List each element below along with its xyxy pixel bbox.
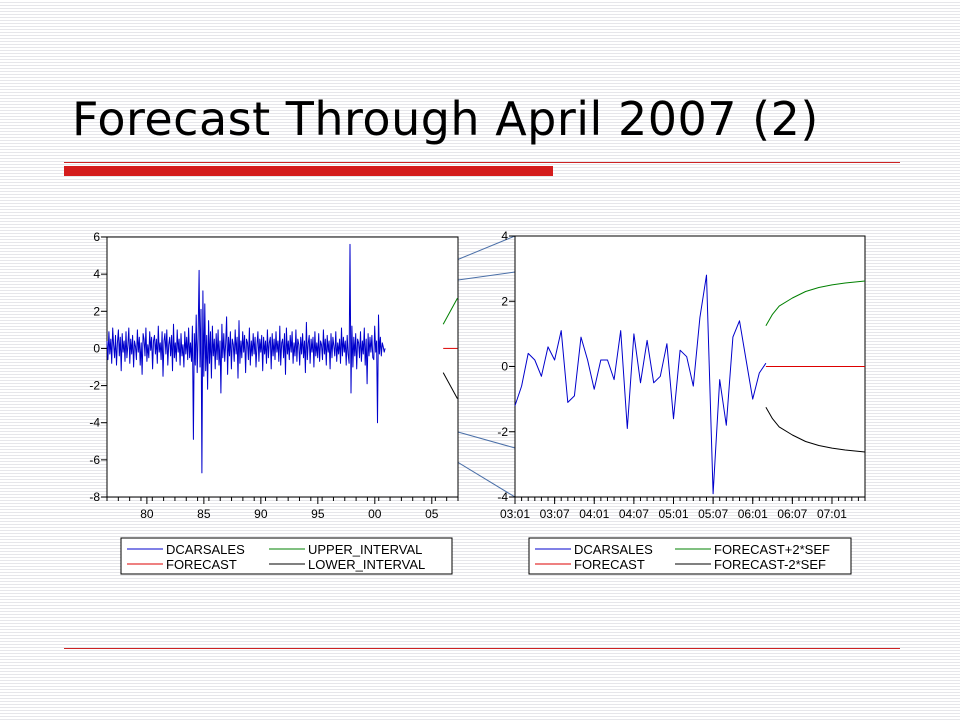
y-tick-label: -2 bbox=[497, 425, 508, 439]
legend-frame bbox=[528, 537, 852, 575]
series-line-forecast-2-sef bbox=[765, 407, 866, 453]
series-line-forecast-2-sef bbox=[765, 280, 866, 326]
legend-label-upper-interval: UPPER_INTERVAL bbox=[308, 542, 422, 557]
x-tick-label: 90 bbox=[254, 507, 268, 521]
series-line-upper-interval bbox=[442, 298, 458, 325]
legend-label-forecast-2-sef: FORECAST+2*SEF bbox=[714, 542, 830, 557]
x-tick-label: 07:01 bbox=[817, 507, 847, 521]
y-tick-label: 0 bbox=[501, 360, 508, 374]
legend-label-lower-interval: LOWER_INTERVAL bbox=[308, 557, 425, 572]
series-line-dcarsales bbox=[106, 243, 386, 474]
x-tick-label: 03:07 bbox=[540, 507, 570, 521]
y-tick-label: 2 bbox=[93, 304, 100, 318]
legend-label-forecast: FORECAST bbox=[574, 557, 645, 572]
y-tick-label: -4 bbox=[89, 416, 100, 430]
x-tick-label: 05:01 bbox=[658, 507, 688, 521]
x-tick-label: 05 bbox=[425, 507, 439, 521]
x-tick-label: 04:07 bbox=[619, 507, 649, 521]
title-accent-bar bbox=[64, 166, 553, 176]
x-tick-label: 00 bbox=[368, 507, 382, 521]
series-line-dcarsales bbox=[514, 274, 767, 495]
y-tick-label: 4 bbox=[93, 267, 100, 281]
legend-label-dcarsales: DCARSALES bbox=[574, 542, 653, 557]
y-tick-label: 4 bbox=[501, 229, 508, 243]
x-tick-label: 06:01 bbox=[738, 507, 768, 521]
bottom-rule bbox=[64, 648, 900, 649]
title-rule bbox=[64, 162, 900, 163]
x-tick-label: 05:07 bbox=[698, 507, 728, 521]
legend-label-forecast-2-sef: FORECAST-2*SEF bbox=[714, 557, 826, 572]
x-tick-label: 95 bbox=[311, 507, 325, 521]
y-tick-label: -6 bbox=[89, 453, 100, 467]
left-legend: DCARSALES UPPER_INTERVAL FORECAST LOWER_INT… bbox=[120, 537, 453, 575]
y-tick-label: 2 bbox=[501, 294, 508, 308]
x-tick-label: 80 bbox=[140, 507, 154, 521]
x-tick-label: 06:07 bbox=[777, 507, 807, 521]
y-tick-label: -8 bbox=[89, 490, 100, 504]
right-chart: -4 -2 0 2 4 03:01 03:07 04:01 04:07 05:01 05:07 06:… bbox=[497, 229, 866, 521]
y-tick-label: 0 bbox=[93, 341, 100, 355]
y-tick-label: -2 bbox=[89, 379, 100, 393]
plot-frame bbox=[106, 236, 459, 498]
series-line-lower-interval bbox=[442, 372, 458, 399]
y-tick-label: 6 bbox=[93, 230, 100, 244]
right-legend: DCARSALES FORECAST+2*SEF FORECAST FORECAST-… bbox=[528, 537, 852, 575]
legend-label-forecast: FORECAST bbox=[166, 557, 237, 572]
legend-label-dcarsales: DCARSALES bbox=[166, 542, 245, 557]
zoom-connector-upper bbox=[457, 271, 516, 281]
y-tick-label: -4 bbox=[497, 490, 508, 504]
zoom-connector-lower bbox=[457, 431, 516, 449]
x-tick-label: 04:01 bbox=[579, 507, 609, 521]
left-chart: -8 -6 -4 -2 0 2 4 6 80 85 90 95 00 05 bbox=[89, 230, 459, 521]
slide-title: Forecast Through April 2007 (2) bbox=[72, 92, 819, 146]
x-tick-label: 03:01 bbox=[500, 507, 530, 521]
x-tick-label: 85 bbox=[197, 507, 211, 521]
legend-frame bbox=[120, 537, 453, 575]
